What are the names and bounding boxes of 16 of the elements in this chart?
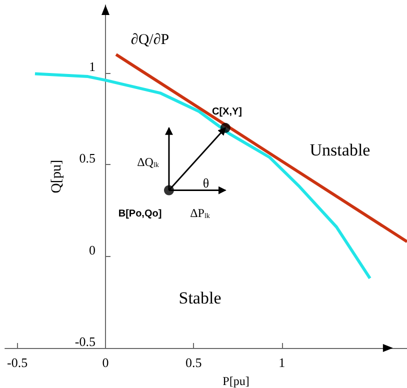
annotation: Unstable xyxy=(310,140,370,160)
y-tick-label: 0.5 xyxy=(79,150,96,166)
annotation: B[Po,Qo] xyxy=(118,208,162,220)
annotation: Stable xyxy=(178,288,222,308)
y-tick-label: -0.5 xyxy=(74,334,96,349)
annotation: C[X,Y] xyxy=(212,106,242,118)
x-tick-label: 1 xyxy=(278,355,286,370)
annotation: ∂Q/∂P xyxy=(130,32,170,48)
x-tick-label: -0.5 xyxy=(7,355,28,370)
x-tick-label: 0 xyxy=(102,355,109,370)
x-axis-title: P[pu] xyxy=(222,374,250,388)
y-tick-label: 0 xyxy=(89,242,96,258)
annotation: θ xyxy=(202,176,210,190)
y-tick-label: 1 xyxy=(89,58,96,74)
x-tick-label: 0.5 xyxy=(186,355,202,370)
y-axis-title: Q[pu] xyxy=(50,160,65,194)
